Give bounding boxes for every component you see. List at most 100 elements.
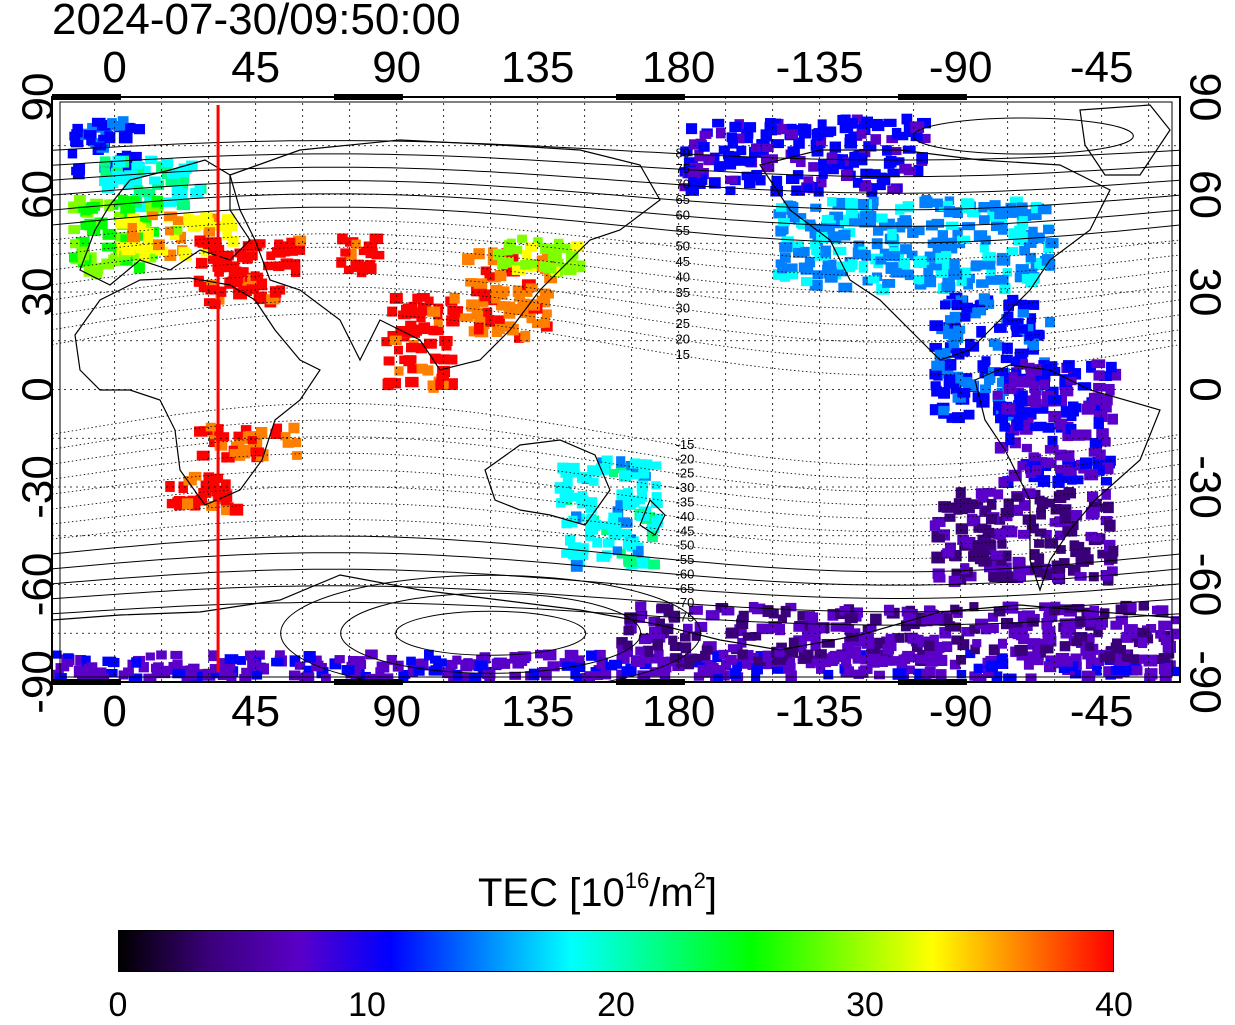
mag-lat-label: -65	[676, 581, 695, 596]
tec-cell	[108, 242, 120, 252]
tec-cell	[880, 218, 895, 229]
tec-cell	[250, 447, 265, 457]
tec-cell	[840, 658, 852, 667]
tec-cell	[860, 632, 874, 645]
tec-cell	[969, 548, 979, 561]
tec-cell	[118, 256, 133, 266]
tec-cell	[484, 673, 496, 682]
tec-cell	[1119, 665, 1132, 676]
tec-cell	[948, 341, 960, 350]
tec-cell	[183, 476, 197, 486]
tec-cell	[1091, 359, 1106, 369]
tec-cell	[172, 669, 186, 679]
tec-cell	[488, 247, 498, 260]
tec-cell	[1098, 437, 1111, 447]
tec-cell	[125, 123, 136, 134]
tec-cell	[435, 379, 449, 390]
tec-cell	[663, 604, 674, 617]
tec-cell	[994, 367, 1009, 377]
tec-cell	[994, 207, 1007, 220]
tec-cell	[669, 653, 683, 663]
tec-cell	[639, 467, 650, 479]
tec-cell	[726, 132, 737, 143]
tec-cell	[203, 227, 216, 237]
tec-cell	[886, 251, 900, 262]
tec-cell	[1110, 642, 1122, 654]
tec-cell	[1032, 329, 1044, 341]
tec-cell	[765, 659, 778, 670]
tec-cell	[693, 657, 708, 668]
tec-cell	[951, 300, 963, 311]
tec-cell	[955, 654, 967, 665]
tec-cell	[839, 123, 854, 134]
tec-cell	[509, 652, 522, 664]
mag-lat-label: -40	[676, 509, 695, 524]
tec-cell	[1107, 413, 1118, 425]
tec-cell	[654, 649, 664, 658]
tec-cell	[203, 472, 215, 483]
tec-cell	[73, 194, 86, 206]
tec-cell	[75, 655, 86, 666]
tec-cell	[979, 384, 992, 394]
tec-cell	[629, 468, 640, 480]
tec-cell	[951, 568, 965, 578]
tec-cell	[1158, 620, 1173, 631]
tec-cell	[357, 261, 372, 271]
tec-cell	[229, 266, 242, 279]
tec-cell	[941, 260, 953, 272]
tec-cell	[1058, 504, 1072, 514]
tec-cell	[539, 288, 551, 299]
tec-cell	[727, 644, 741, 653]
tec-cell	[1017, 299, 1027, 310]
tec-cell	[748, 601, 759, 613]
tec-cell	[1067, 564, 1081, 576]
tec-cell	[209, 435, 220, 448]
tec-cell	[494, 269, 507, 282]
tec-cell	[422, 365, 434, 376]
tec-cell	[957, 387, 971, 398]
tec-cell	[492, 323, 505, 335]
frame-bar	[52, 94, 121, 100]
tec-cell	[102, 656, 117, 667]
tec-cell	[252, 650, 265, 660]
tec-cell	[133, 185, 144, 196]
tec-cell	[659, 670, 671, 682]
tec-cell	[438, 354, 450, 365]
tec-cell	[743, 122, 757, 133]
tec-cell	[1062, 458, 1075, 468]
tec-cell	[93, 667, 107, 679]
tec-cell	[201, 217, 214, 226]
tec-cell	[1062, 360, 1075, 373]
tec-cell	[561, 661, 576, 671]
tec-cell	[1162, 640, 1176, 653]
tec-cell	[95, 142, 107, 151]
tec-cell	[800, 277, 813, 287]
tec-cell	[944, 542, 956, 553]
tec-cell	[972, 307, 987, 316]
tec-cell	[138, 250, 150, 262]
tec-cell	[736, 618, 749, 630]
tec-cell	[292, 243, 306, 255]
tec-cell	[290, 265, 301, 278]
tec-cell	[596, 658, 606, 670]
tec-cell	[461, 253, 475, 266]
tec-cell	[236, 656, 247, 665]
tec-cell	[933, 654, 948, 667]
tec-cell	[1015, 376, 1030, 388]
tec-cell	[972, 639, 982, 648]
tec-cell	[680, 642, 692, 654]
tec-cell	[903, 121, 916, 133]
tec-cell	[963, 277, 973, 290]
tec-cell	[416, 293, 430, 302]
tec-cell	[841, 622, 852, 633]
tec-cell	[965, 501, 975, 514]
tec-cell	[460, 660, 473, 672]
tec-cell	[812, 270, 824, 280]
tec-cell	[782, 662, 796, 674]
tec-cell	[1054, 418, 1068, 430]
tec-cell	[442, 667, 456, 679]
tec-cell	[868, 196, 879, 207]
tec-cell	[952, 207, 963, 219]
tec-cell	[72, 123, 83, 132]
